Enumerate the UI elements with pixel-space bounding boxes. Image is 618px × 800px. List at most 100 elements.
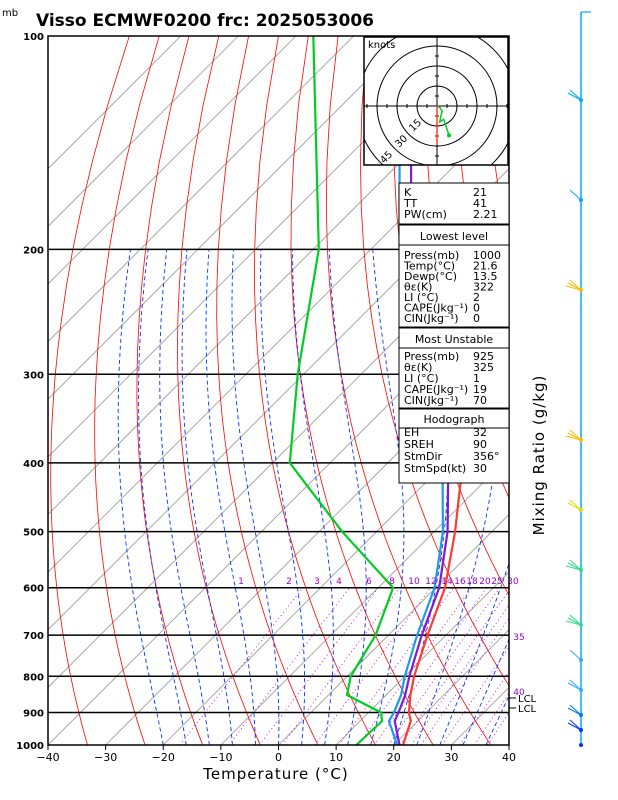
dry-adiabat-line [325,36,492,745]
hodograph-block-row-value: 30 [473,462,487,475]
wind-barb [567,722,582,731]
wind-barb [569,679,582,691]
most-unstable-row-label: CIN(Jkg⁻¹) [404,394,459,407]
wind-barb [569,189,582,201]
lowest-level-row-label: LI (°C) [404,291,439,304]
isotherm-line [48,36,182,170]
isotherm-lines [48,36,509,745]
temperature-tick-label: −10 [209,751,232,764]
dry-adiabat-line [94,36,160,745]
most-unstable-row-value: 325 [473,361,494,374]
moist-adiabat-line [205,249,256,745]
dry-adiabat-line [216,36,319,745]
lowest-level-row-value: 2 [473,291,480,304]
wind-barb-column [565,11,591,747]
temperature-tick-label: 20 [387,751,401,764]
mixing-ratio-axis-label: Mixing Ratio (g/kg) [530,375,548,536]
mixing-ratio-line [399,590,509,745]
wind-barb [569,429,582,441]
wind-barb [569,614,582,626]
wind-barb [567,707,582,716]
pressure-tick-label: 400 [23,459,44,470]
lcl-label: LCL [518,694,537,705]
lowest-level-row-label: CIN(Jkg⁻¹) [404,312,459,325]
lowest-level-header: Lowest level [420,230,488,243]
index-row-label: PW(cm) [404,208,447,221]
mixing-ratio-line [487,711,509,745]
pressure-tick-label: 300 [23,370,44,381]
lowest-level-row-value: 0 [473,302,480,315]
x-axis-label: Temperature (°C) [202,765,348,783]
pressure-tick-label: 900 [23,709,44,720]
lowest-level-row-label: Press(mb) [404,249,459,262]
lcl-markers: LCL LCL [509,694,537,715]
mixing-ratio-line [228,587,350,745]
wind-barb [569,704,582,716]
hodograph-block-row-label: SREH [404,438,434,451]
mixing-ratio-line [259,587,379,745]
lowest-level-row-value: 0 [473,312,480,325]
temperature-tick-label: −40 [36,751,59,764]
mixing-ratio-tick-label: 20 [479,577,491,587]
moist-adiabat-line [181,249,233,745]
most-unstable-row-value: 70 [473,394,487,407]
mixing-ratio-line [459,670,509,745]
wind-barb [567,562,582,571]
mixing-ratio-tick-label: 14 [441,577,453,587]
mixing-ratio-line [410,604,509,745]
lcl-label: LCL [518,704,537,715]
hodograph-block-row-label: EH [404,426,419,439]
mixing-ratio-tick-label: 12 [425,577,436,587]
dry-adiabat-line [607,36,618,745]
pressure-tick-label: 1000 [16,741,44,752]
most-unstable-row-label: LI (°C) [404,372,439,385]
wind-barb [567,92,582,101]
mixing-ratio-tick-label: 16 [454,577,466,587]
dry-adiabat-line [547,36,618,745]
lowest-level-row-value: 1000 [473,249,501,262]
isotherm-line [48,36,239,227]
index-row-label: TT [403,197,418,210]
mixing-ratio-tick-label: 8 [389,577,395,587]
wind-barb [569,279,582,291]
hodograph-block-row-label: StmDir [404,450,443,463]
lowest-level-row-label: Dewp(°C) [404,270,457,283]
most-unstable-row-value: 1 [473,372,480,385]
hodograph-unit-label: knots [368,40,395,51]
mixing-ratio-tick-label: 3 [314,577,320,587]
wind-barb [565,435,582,441]
wind-barb [567,682,582,691]
isotherm-line [335,571,509,745]
hodograph-trace [436,105,450,136]
chart-title: Visso ECMWF0200 frc: 2025053006 [36,11,374,31]
temperature-tick-labels: −40 −30 −20 −10 0 10 20 30 40 [36,745,516,764]
index-row-label: K [404,186,412,199]
hodograph-end-point [447,133,451,138]
dry-adiabat-line [254,36,376,745]
lowest-level-row-label: Temp(°C) [403,260,455,273]
most-unstable-row-label: θε(K) [404,361,432,374]
temperature-tick-label: −20 [152,751,175,764]
most-unstable-row-value: 19 [473,383,487,396]
hodograph-block-header: Hodograph [424,413,485,426]
dry-adiabat-line [177,36,261,745]
mixing-ratio-tick-label: 2 [286,577,292,587]
mixing-ratio-tick-label: 1 [238,577,244,587]
wind-barb [569,719,582,731]
isotherm-line [162,398,509,745]
temperature-tick-label: 0 [275,751,282,764]
moist-adiabat-line [231,249,280,745]
pressure-tick-label: 100 [23,32,44,43]
dry-adiabat-line [577,36,618,745]
pressure-tick-label: 200 [23,245,44,256]
index-row-value: 21 [473,186,487,199]
mixing-ratio-tick-label: 18 [466,577,478,587]
mixing-ratio-line [357,587,473,745]
pressure-tick-labels: 100 200 300 400 500 600 700 800 900 1000 [16,32,44,752]
most-unstable-row-value: 925 [473,350,494,363]
mixing-ratio-tick-label: 40 [513,688,525,698]
moist-adiabat-line [117,249,164,745]
